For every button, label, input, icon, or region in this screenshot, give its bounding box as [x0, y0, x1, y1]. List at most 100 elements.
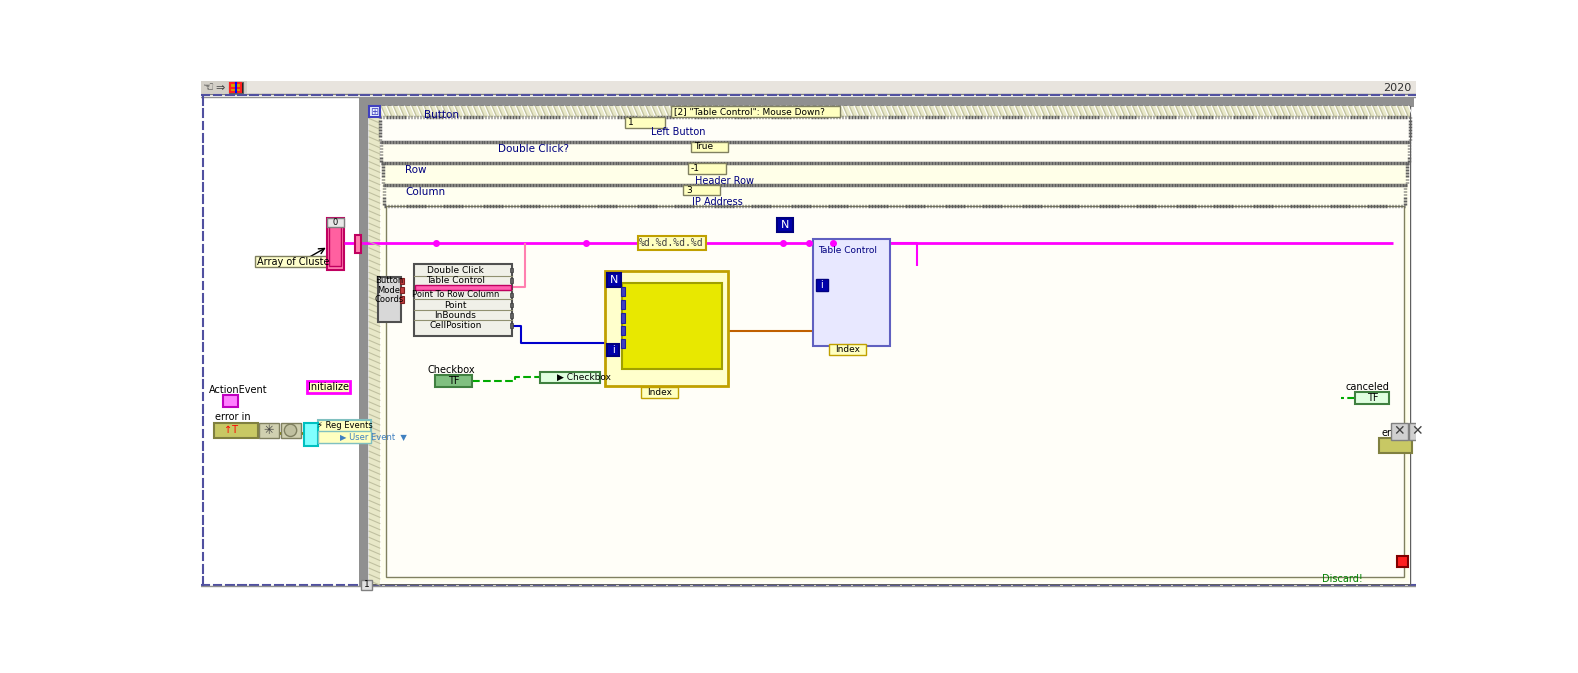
Text: Button: Button — [424, 110, 459, 120]
Bar — [604, 271, 727, 386]
Bar — [399, 287, 404, 293]
Text: Array of Clusters: Array of Clusters — [257, 256, 338, 267]
Bar — [387, 206, 1404, 577]
Bar — [620, 287, 625, 296]
Text: ⇒: ⇒ — [215, 83, 224, 93]
Bar — [620, 300, 625, 310]
Bar — [200, 81, 248, 94]
Text: 1: 1 — [628, 118, 633, 127]
Text: ▶ User Event  ▼: ▶ User Event ▼ — [339, 432, 407, 441]
Text: ▶ Checkbox: ▶ Checkbox — [557, 373, 611, 382]
Bar — [327, 218, 344, 227]
Text: N: N — [781, 220, 789, 229]
Text: Index: Index — [647, 388, 672, 397]
Text: error in: error in — [215, 413, 251, 422]
Bar — [510, 293, 513, 297]
Text: Mode: Mode — [377, 286, 401, 295]
Bar — [319, 419, 371, 443]
Bar — [360, 98, 368, 586]
Bar — [382, 141, 1409, 582]
Text: i: i — [612, 345, 614, 355]
Bar — [387, 206, 1404, 577]
Bar — [776, 218, 792, 232]
Text: ↑T: ↑T — [224, 425, 238, 435]
Bar — [688, 163, 726, 174]
Bar — [256, 256, 339, 267]
Text: ⊞: ⊞ — [371, 106, 379, 116]
Bar — [360, 98, 1414, 107]
Text: N: N — [609, 275, 619, 285]
Bar — [382, 141, 1409, 582]
Text: 3: 3 — [686, 186, 693, 194]
Bar — [1390, 423, 1408, 439]
Bar — [379, 277, 401, 322]
Bar — [1397, 556, 1408, 567]
Bar — [1409, 423, 1425, 439]
Text: 1: 1 — [365, 580, 369, 589]
Text: Column: Column — [406, 186, 445, 197]
Bar — [222, 395, 238, 407]
Bar — [383, 163, 1408, 581]
Text: Left Button: Left Button — [652, 127, 705, 137]
Bar — [620, 314, 625, 322]
Text: Discard!: Discard! — [1322, 574, 1363, 584]
Text: Index: Index — [835, 345, 860, 354]
Bar — [229, 82, 243, 93]
Text: ✳: ✳ — [264, 424, 275, 437]
Text: error: error — [1381, 429, 1404, 438]
Bar — [230, 83, 241, 92]
Bar — [380, 117, 1411, 583]
Text: 2020: 2020 — [1384, 83, 1412, 93]
Bar — [510, 278, 513, 283]
Text: True: True — [694, 143, 713, 151]
Text: Row: Row — [406, 165, 426, 175]
Text: -1: -1 — [691, 164, 701, 173]
Text: IP Address: IP Address — [691, 197, 743, 207]
Bar — [625, 117, 664, 128]
Text: ✕: ✕ — [1393, 424, 1404, 438]
Bar — [436, 375, 472, 387]
Circle shape — [284, 424, 297, 437]
Text: ☜: ☜ — [202, 81, 213, 94]
Bar — [620, 339, 625, 348]
Bar — [620, 326, 625, 335]
Bar — [828, 344, 866, 355]
Bar — [306, 381, 350, 394]
Text: CellPosition: CellPosition — [429, 321, 481, 330]
Text: ActionEvent: ActionEvent — [208, 386, 267, 395]
Bar — [510, 268, 513, 273]
Bar — [369, 106, 380, 583]
Bar — [691, 141, 727, 152]
Bar — [369, 106, 380, 117]
Bar — [1356, 392, 1389, 404]
Text: InBounds: InBounds — [434, 311, 477, 320]
Bar — [510, 303, 513, 307]
Bar — [415, 264, 511, 336]
Bar — [369, 106, 1411, 117]
Text: ✕: ✕ — [1411, 424, 1423, 438]
Text: Double Click: Double Click — [428, 266, 484, 275]
Text: Point To Row Column: Point To Row Column — [412, 290, 499, 299]
Bar — [608, 273, 620, 287]
Text: Coords: Coords — [374, 295, 404, 304]
Bar — [200, 81, 1415, 95]
Text: i: i — [821, 280, 824, 290]
Bar — [622, 283, 721, 369]
Bar — [355, 235, 361, 253]
Bar — [281, 423, 300, 438]
Bar — [415, 285, 511, 290]
Text: TF: TF — [448, 376, 459, 386]
Text: canceled: canceled — [1344, 382, 1389, 392]
Bar — [671, 106, 841, 117]
Bar — [361, 579, 372, 590]
Text: %d.%d.%d.%d: %d.%d.%d.%d — [639, 238, 704, 248]
Text: 0: 0 — [333, 218, 338, 227]
Text: Initialize: Initialize — [308, 382, 349, 392]
Text: Checkbox: Checkbox — [428, 365, 475, 374]
Bar — [213, 423, 259, 438]
Text: [2] "Table Control": Mouse Down?: [2] "Table Control": Mouse Down? — [674, 107, 825, 116]
Bar — [608, 344, 619, 357]
Text: TF: TF — [1367, 393, 1378, 403]
Bar — [683, 184, 720, 195]
Bar — [638, 236, 705, 250]
